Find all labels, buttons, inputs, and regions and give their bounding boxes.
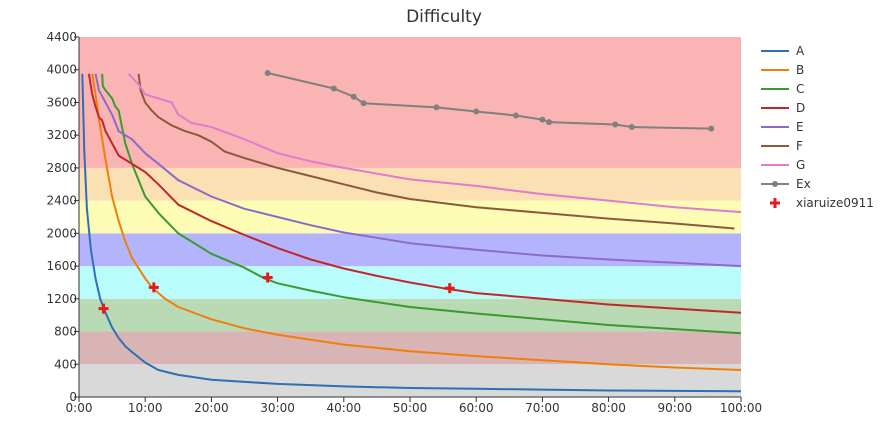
series-point-ex bbox=[612, 121, 619, 128]
user-point bbox=[148, 282, 159, 293]
series-line-g bbox=[127, 73, 742, 214]
chart-title: Difficulty bbox=[406, 7, 482, 27]
x-tick-label: 90:00 bbox=[658, 401, 693, 415]
x-tick-label: 70:00 bbox=[525, 401, 560, 415]
series-point-ex bbox=[539, 116, 546, 123]
band-1 bbox=[79, 331, 741, 365]
y-tick-label: 4400 bbox=[46, 30, 77, 44]
x-tick-label: 0:00 bbox=[66, 401, 93, 415]
series-point-ex bbox=[433, 104, 440, 111]
y-tick-label: 400 bbox=[54, 357, 77, 371]
series-lines bbox=[81, 70, 742, 393]
series-point-ex bbox=[512, 112, 519, 119]
legend-item-f[interactable]: F bbox=[761, 139, 803, 153]
difficulty-bands bbox=[79, 37, 741, 397]
x-tick-label: 10:00 bbox=[128, 401, 163, 415]
legend-item-user[interactable]: xiaruize0911 bbox=[770, 196, 874, 210]
legend-label: F bbox=[796, 139, 803, 153]
series-point-ex bbox=[330, 85, 337, 92]
series-point-ex bbox=[628, 124, 635, 130]
legend-label: Ex bbox=[796, 177, 811, 191]
series-line-a bbox=[81, 73, 742, 393]
x-tick-label: 100:00 bbox=[720, 401, 762, 415]
series-line-f bbox=[137, 73, 735, 230]
x-tick-label: 20:00 bbox=[194, 401, 229, 415]
x-tick-label: 40:00 bbox=[327, 401, 362, 415]
series-point-ex bbox=[708, 125, 715, 132]
y-tick-label: 0 bbox=[69, 390, 77, 404]
user-points bbox=[98, 272, 455, 314]
band-7 bbox=[79, 37, 741, 168]
x-tick-label: 50:00 bbox=[393, 401, 428, 415]
legend-item-c[interactable]: C bbox=[761, 82, 804, 96]
y-tick-label: 2000 bbox=[46, 226, 77, 240]
series-point-ex bbox=[473, 108, 480, 115]
series-line-d bbox=[87, 73, 742, 314]
legend-label: G bbox=[796, 158, 805, 172]
series-line-c bbox=[101, 73, 742, 335]
legend-label: xiaruize0911 bbox=[796, 196, 874, 210]
band-6 bbox=[79, 167, 741, 201]
y-tick-label: 4000 bbox=[46, 63, 77, 77]
x-tick-label: 60:00 bbox=[459, 401, 494, 415]
series-line-b bbox=[91, 73, 742, 371]
legend-label: B bbox=[796, 63, 804, 77]
legend-item-a[interactable]: A bbox=[761, 44, 805, 58]
y-tick-label: 1200 bbox=[46, 292, 77, 306]
series-point-ex bbox=[350, 93, 357, 100]
legend-item-g[interactable]: G bbox=[761, 158, 805, 172]
y-tick-label: 3600 bbox=[46, 95, 77, 109]
axes: 0 400 800 1200 1600 2000 2400 2800 3200 3600 4000 4… bbox=[46, 30, 762, 415]
x-tick-label: 80:00 bbox=[591, 401, 626, 415]
legend-item-b[interactable]: B bbox=[761, 63, 804, 77]
y-tick-label: 2800 bbox=[46, 161, 77, 175]
series-point-ex bbox=[546, 119, 553, 126]
band-5 bbox=[79, 200, 741, 234]
series-point-ex bbox=[264, 70, 271, 76]
x-tick-label: 30:00 bbox=[260, 401, 295, 415]
y-tick-label: 800 bbox=[54, 325, 77, 339]
legend-item-ex[interactable]: Ex bbox=[761, 177, 811, 191]
y-tick-label: 3200 bbox=[46, 128, 77, 142]
y-tick-label: 1600 bbox=[46, 259, 77, 273]
y-tick-label: 2400 bbox=[46, 194, 77, 208]
legend-label: C bbox=[796, 82, 804, 96]
legend-item-e[interactable]: E bbox=[761, 120, 804, 134]
legend-label: E bbox=[796, 120, 804, 134]
legend-item-d[interactable]: D bbox=[761, 101, 805, 115]
series-point-ex bbox=[360, 100, 367, 107]
legend-label: D bbox=[796, 101, 805, 115]
user-point bbox=[444, 283, 455, 294]
user-point bbox=[262, 272, 273, 283]
series-line-e bbox=[94, 73, 742, 268]
band-0 bbox=[79, 364, 741, 397]
user-point bbox=[98, 303, 109, 314]
legend-label: A bbox=[796, 44, 805, 58]
